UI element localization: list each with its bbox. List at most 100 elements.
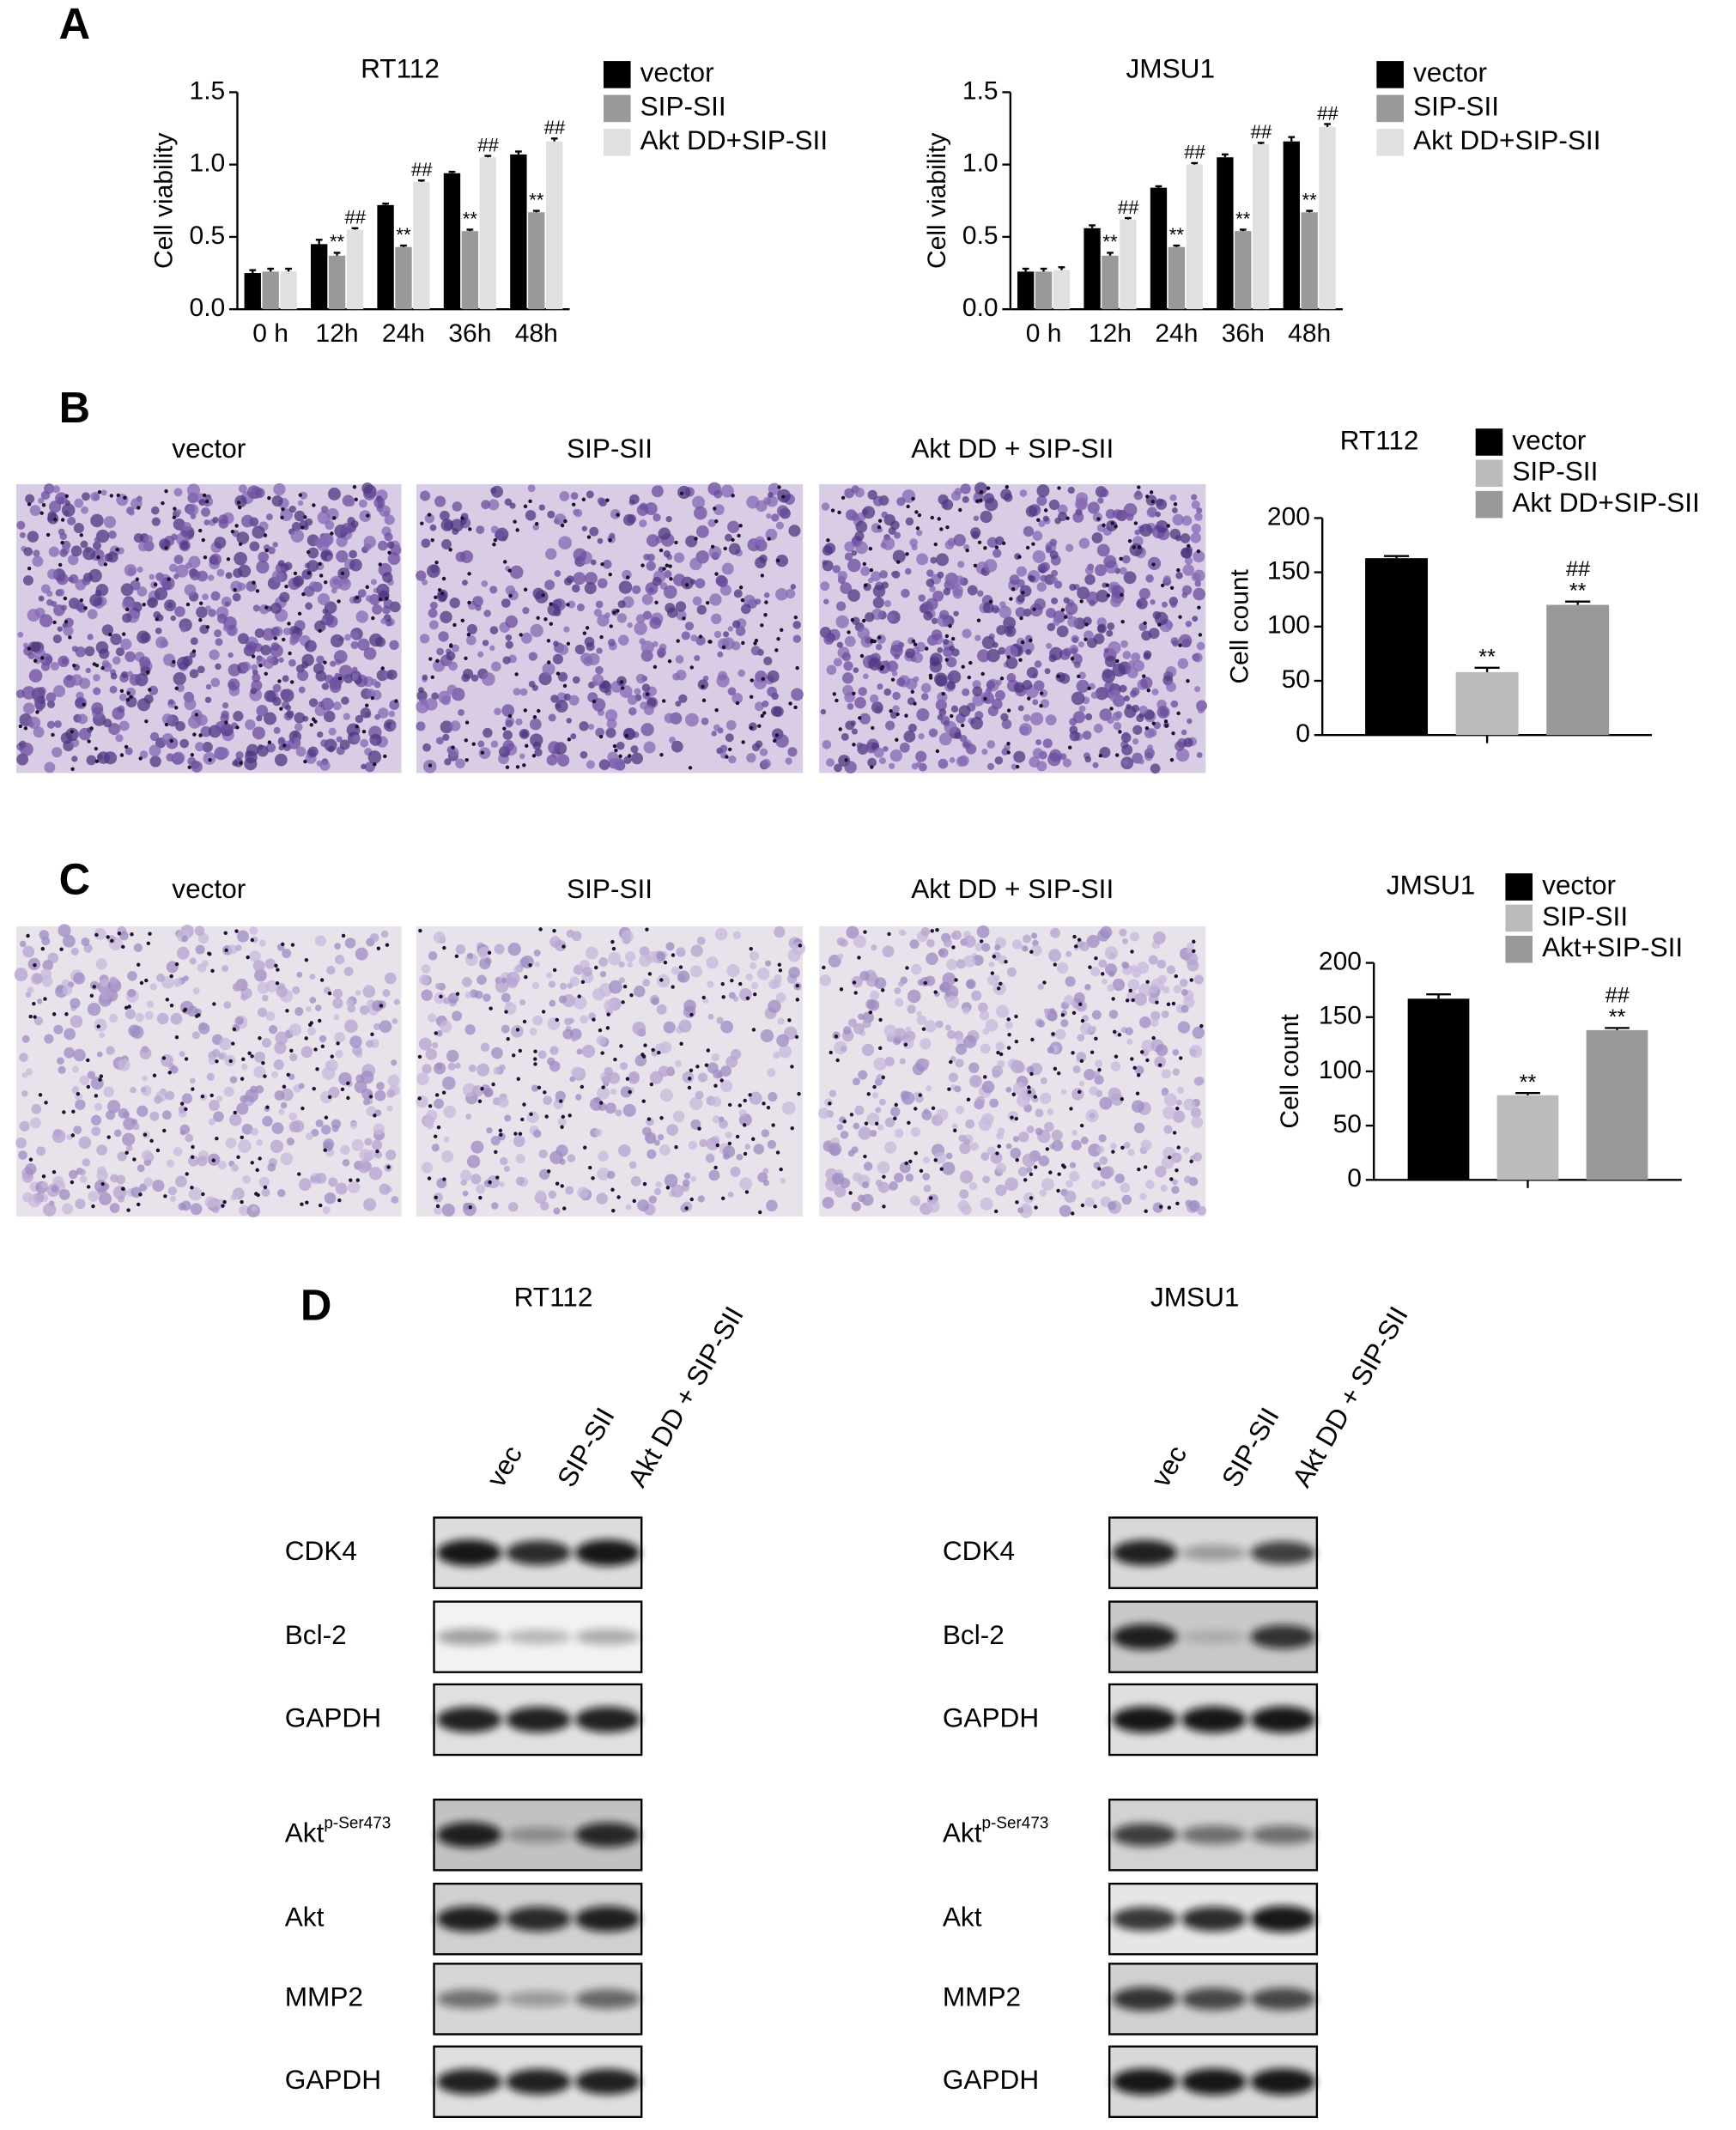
cell <box>889 749 903 762</box>
nucleus <box>935 749 940 754</box>
cell <box>1017 1167 1028 1177</box>
legend-swatch <box>1505 873 1533 901</box>
nucleus <box>1094 956 1098 961</box>
nucleus <box>713 1083 718 1088</box>
nucleus <box>375 1149 379 1154</box>
cell <box>96 1051 103 1058</box>
cell <box>1156 1044 1168 1057</box>
nucleus <box>695 1065 700 1069</box>
cell <box>125 1144 133 1151</box>
band <box>1181 1987 1247 2011</box>
nucleus <box>914 1107 918 1111</box>
cell <box>559 491 570 501</box>
cell <box>99 648 110 659</box>
nucleus <box>714 707 719 713</box>
nucleus <box>524 974 528 980</box>
nucleus <box>467 600 471 605</box>
cell <box>370 678 378 686</box>
cell <box>1056 625 1069 638</box>
cell <box>982 1175 991 1184</box>
bar <box>510 154 527 310</box>
cell <box>342 1159 350 1167</box>
nucleus <box>857 956 861 960</box>
nucleus <box>198 733 203 737</box>
cell <box>1107 716 1114 725</box>
cell <box>1065 950 1072 957</box>
nucleus <box>1144 725 1150 731</box>
cell <box>1015 607 1026 618</box>
nucleus <box>931 1106 936 1111</box>
cell <box>175 509 182 515</box>
significance-mark: ** <box>463 208 478 229</box>
nucleus <box>713 507 717 511</box>
cell <box>180 627 186 633</box>
nucleus <box>436 1125 441 1130</box>
cell <box>995 1041 1005 1051</box>
cell <box>30 641 41 652</box>
cell <box>519 688 528 696</box>
cell <box>601 1075 611 1084</box>
cell <box>274 753 288 767</box>
nucleus <box>323 580 328 585</box>
micrograph <box>416 925 806 1217</box>
nucleus <box>880 664 885 670</box>
blot <box>433 1683 643 1757</box>
cell <box>894 987 901 995</box>
cell <box>608 980 622 994</box>
bar <box>395 246 412 310</box>
cell <box>717 576 729 588</box>
cell <box>1133 491 1143 501</box>
nucleus <box>859 653 865 658</box>
cell <box>963 1035 977 1049</box>
cell <box>862 1019 871 1029</box>
nucleus <box>365 585 369 589</box>
cell <box>653 1187 662 1196</box>
cell <box>80 540 88 549</box>
nucleus <box>247 1051 252 1056</box>
cell <box>949 645 956 652</box>
cell <box>87 1071 96 1080</box>
bar <box>1120 219 1137 310</box>
nucleus <box>162 1128 167 1133</box>
nucleus <box>153 582 158 586</box>
nucleus <box>996 986 1001 991</box>
micrograph <box>817 925 1206 1218</box>
cell <box>847 510 859 521</box>
cell <box>256 704 269 717</box>
nucleus <box>124 1005 129 1010</box>
cell <box>1078 537 1090 549</box>
cell <box>696 936 706 945</box>
nucleus <box>489 1006 493 1010</box>
cell <box>682 1071 695 1083</box>
cell <box>1193 587 1206 601</box>
cell <box>1182 564 1195 576</box>
nucleus <box>689 1197 694 1202</box>
nucleus <box>1112 1029 1117 1035</box>
cell <box>618 634 629 646</box>
nucleus <box>282 1084 287 1089</box>
nucleus <box>435 1204 440 1209</box>
cell <box>1042 738 1053 749</box>
cell <box>844 552 853 561</box>
cell <box>986 1146 996 1156</box>
cell <box>19 940 27 948</box>
cell <box>506 971 520 986</box>
cell <box>1026 1167 1033 1174</box>
cell <box>61 604 68 611</box>
cell <box>672 1110 685 1123</box>
nucleus <box>127 1004 131 1009</box>
cell <box>832 565 841 573</box>
nucleus <box>179 1101 185 1106</box>
nucleus <box>1192 939 1196 944</box>
cell <box>343 967 354 976</box>
nucleus <box>624 733 629 738</box>
cell <box>731 641 741 651</box>
cell <box>708 1169 720 1181</box>
nucleus <box>911 639 916 644</box>
nucleus <box>863 583 868 587</box>
cell <box>576 603 585 612</box>
cell <box>1096 1145 1105 1154</box>
nucleus <box>115 547 119 552</box>
row-label: MMP2 <box>943 1981 1021 2012</box>
cell <box>337 956 345 964</box>
